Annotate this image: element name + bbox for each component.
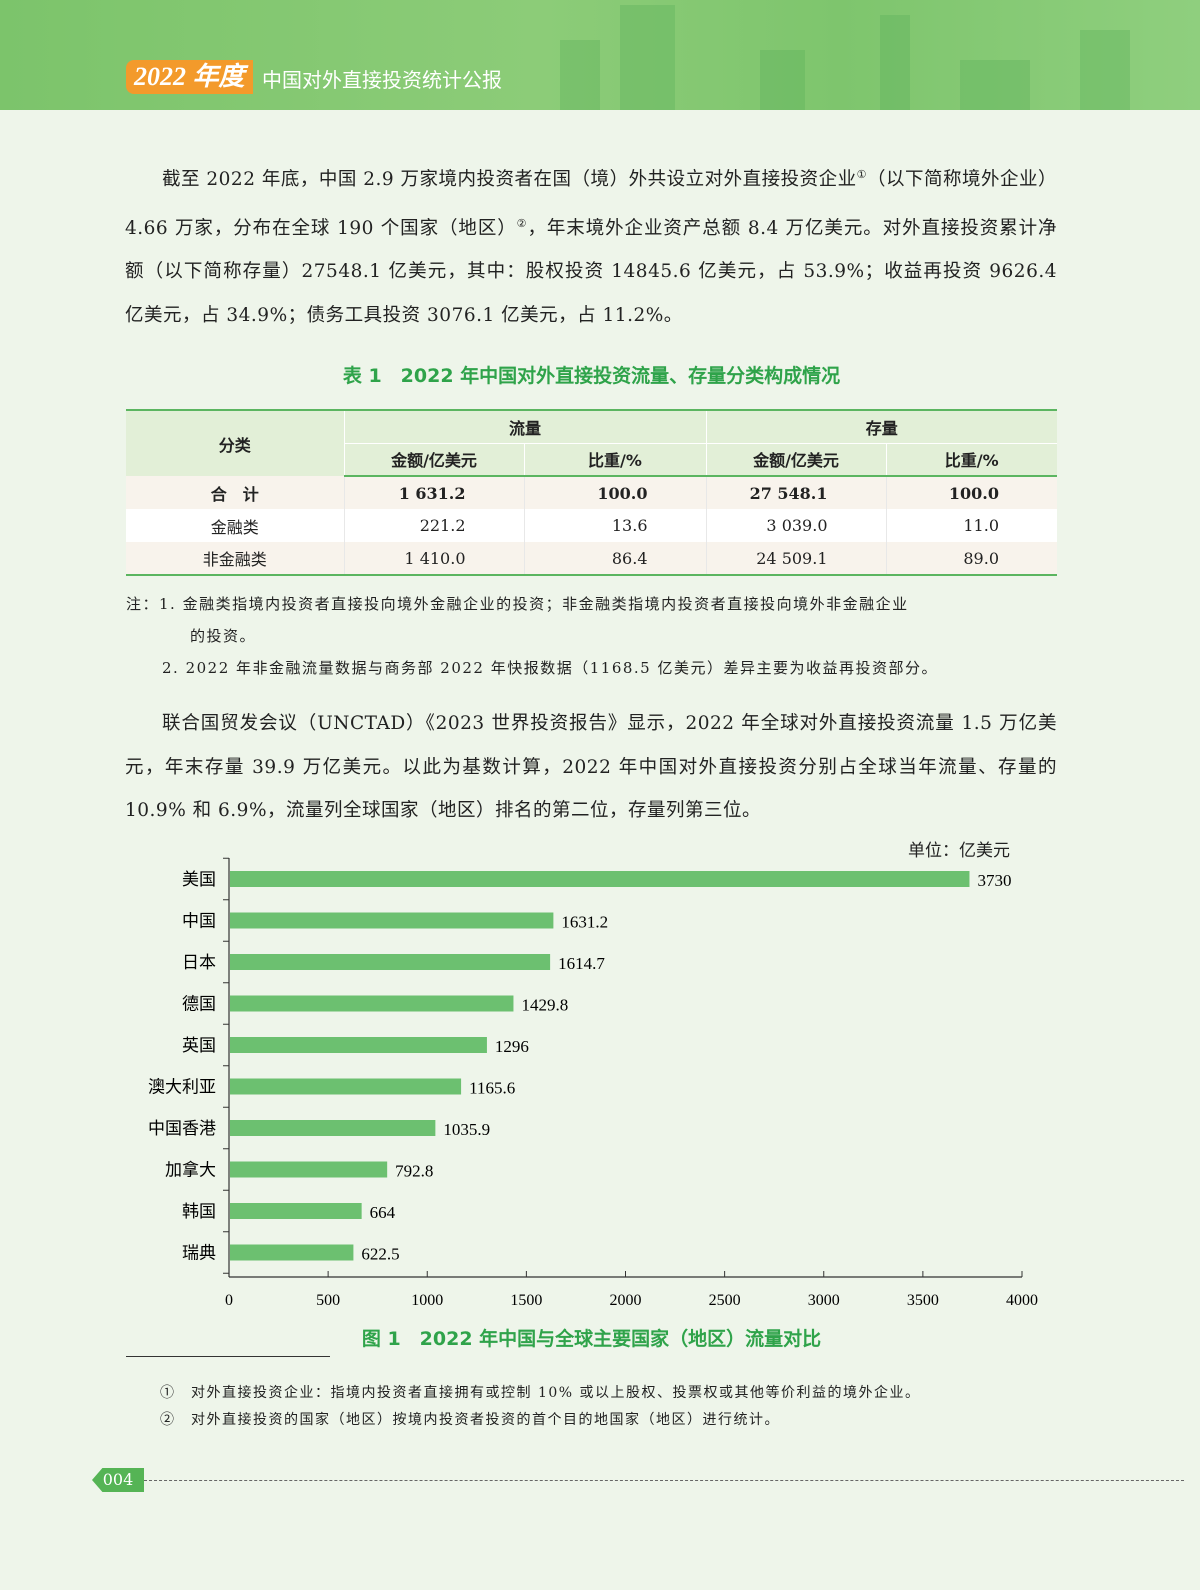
cell-flow-share: 13.6 [524,509,707,542]
bar [230,1203,362,1219]
table-note-2: 2. 2022 年非金融流量数据与商务部 2022 年快报数据（1168.5 亿… [162,659,938,677]
footnote-mark: ② [160,1412,176,1428]
category-label: 瑞典 [182,1244,216,1264]
footnote-rule [126,1356,330,1357]
cell-stock-amount: 24 509.1 [706,542,887,576]
paragraph-2: 联合国贸发会议（UNCTAD）《2023 世界投资报告》显示，2022 年全球对… [125,713,1057,821]
footnote-mark: ① [160,1385,176,1401]
data-label: 1296 [495,1037,529,1056]
col-group-stock: 存量 [706,409,1057,443]
table-row: 金融类 221.2 13.6 3 039.0 11.0 [126,509,1057,542]
cell-category: 非金融类 [126,542,345,576]
cell-flow-share: 86.4 [524,542,707,576]
cell-flow-amount: 1 631.2 [344,476,525,509]
category-label: 中国 [182,912,216,932]
table-row: 非金融类 1 410.0 86.4 24 509.1 89.0 [126,542,1057,576]
data-label: 1429.8 [521,996,568,1015]
bar [230,1120,436,1136]
x-tick-label: 4000 [1006,1292,1038,1309]
x-tick-label: 3000 [808,1292,840,1309]
table-row: 合 计 1 631.2 100.0 27 548.1 100.0 [126,476,1057,509]
header-banner: 2022 年度 中国对外直接投资统计公报 [0,0,1200,110]
bar [230,871,970,887]
chart-caption: 图 1 2022 年中国与全球主要国家（地区）流量对比 [361,1328,822,1350]
chart-unit: 单位：亿美元 [908,841,1010,861]
bar [230,1244,354,1261]
bar [230,912,554,929]
col-stock-share: 比重/% [886,442,1057,477]
col-flow-amount: 金额/亿美元 [344,442,525,477]
p1-text-a: 截至 2022 年底，中国 2.9 万家境内投资者在国（境）外共设立对外直接投资… [162,169,857,191]
data-label: 3730 [977,871,1011,890]
x-tick-label: 2000 [610,1292,642,1309]
table-caption: 表 1 2022 年中国对外直接投资流量、存量分类构成情况 [342,365,841,387]
x-tick-label: 3500 [907,1292,939,1309]
bar [230,1037,487,1053]
category-label: 韩国 [182,1202,216,1222]
x-tick-label: 500 [316,1292,340,1309]
data-label: 1165.6 [469,1079,515,1098]
table-note-1-cont: 的投资。 [190,627,257,645]
cell-stock-share: 100.0 [886,476,1057,509]
category-label: 德国 [182,995,216,1015]
cell-category: 合 计 [126,476,345,509]
x-tick-label: 1500 [510,1292,542,1309]
footnote-2: ② 对外直接投资的国家（地区）按境内投资者投资的首个目的地国家（地区）进行统计。 [160,1409,780,1429]
footnote-text: 对外直接投资企业：指境内投资者直接拥有或控制 10% 或以上股权、投票权或其他等… [191,1385,921,1401]
footnote-ref-1[interactable]: ① [856,168,867,181]
publication-title: 中国对外直接投资统计公报 [262,68,502,92]
table-note-1: 注：1. 金融类指境内投资者直接投向境外金融企业的投资；非金融类指境内投资者直接… [126,595,909,613]
data-label: 792.8 [395,1162,433,1181]
data-label: 1035.9 [443,1120,490,1139]
data-label: 1631.2 [561,913,608,932]
p1-text-c: ，年末境外企业资产总额 8.4 万亿美元。对外直接投资累计净额（以下简称存量）2… [125,217,1057,326]
col-flow-share: 比重/% [524,442,707,477]
bar [230,995,514,1012]
col-group-flow: 流量 [344,409,707,443]
bar [230,954,551,970]
data-label: 622.5 [361,1245,399,1264]
p1-text-b: （以下简称境外企业）4.66 万家，分布在全球 190 个国家（地区） [125,169,1057,239]
cell-category: 金融类 [126,509,345,542]
cell-flow-amount: 221.2 [344,509,525,542]
x-tick-label: 0 [225,1292,233,1309]
category-label: 加拿大 [165,1160,216,1181]
data-label: 664 [370,1203,396,1222]
col-stock-amount: 金额/亿美元 [706,442,887,477]
col-category: 分类 [126,409,345,476]
x-tick-label: 2500 [709,1292,741,1309]
cell-stock-share: 11.0 [886,509,1057,542]
category-label: 英国 [182,1036,216,1056]
bar [230,1161,388,1178]
year-badge: 2022 年度 [126,60,253,94]
data-table: 分类 流量 存量 金额/亿美元 比重/% 金额/亿美元 比重/% 合 计 1 6… [126,409,1057,576]
bar-chart: 0 500 1000 1500 2000 2500 3000 3500 4000 美国 3730 中国… [148,857,1038,1309]
category-label: 澳大利亚 [148,1078,216,1098]
x-tick-label: 1000 [411,1292,443,1309]
cell-flow-amount: 1 410.0 [344,542,525,576]
page-number: 004 [92,1468,144,1492]
category-label: 美国 [182,870,216,890]
footnote-1: ① 对外直接投资企业：指境内投资者直接拥有或控制 10% 或以上股权、投票权或其… [160,1382,921,1402]
bar [230,1078,462,1095]
cell-flow-share: 100.0 [524,476,707,509]
category-label: 中国香港 [148,1119,216,1139]
page-divider [144,1480,1184,1481]
data-label: 1614.7 [558,954,605,973]
footnote-ref-2[interactable]: ② [516,216,528,230]
paragraph-1: 截至 2022 年底，中国 2.9 万家境内投资者在国（境）外共设立对外直接投资… [125,153,1057,337]
cell-stock-amount: 3 039.0 [706,509,887,542]
cell-stock-amount: 27 548.1 [706,476,887,509]
cell-stock-share: 89.0 [886,542,1057,576]
footnote-text: 对外直接投资的国家（地区）按境内投资者投资的首个目的地国家（地区）进行统计。 [191,1412,780,1428]
category-label: 日本 [182,953,216,973]
